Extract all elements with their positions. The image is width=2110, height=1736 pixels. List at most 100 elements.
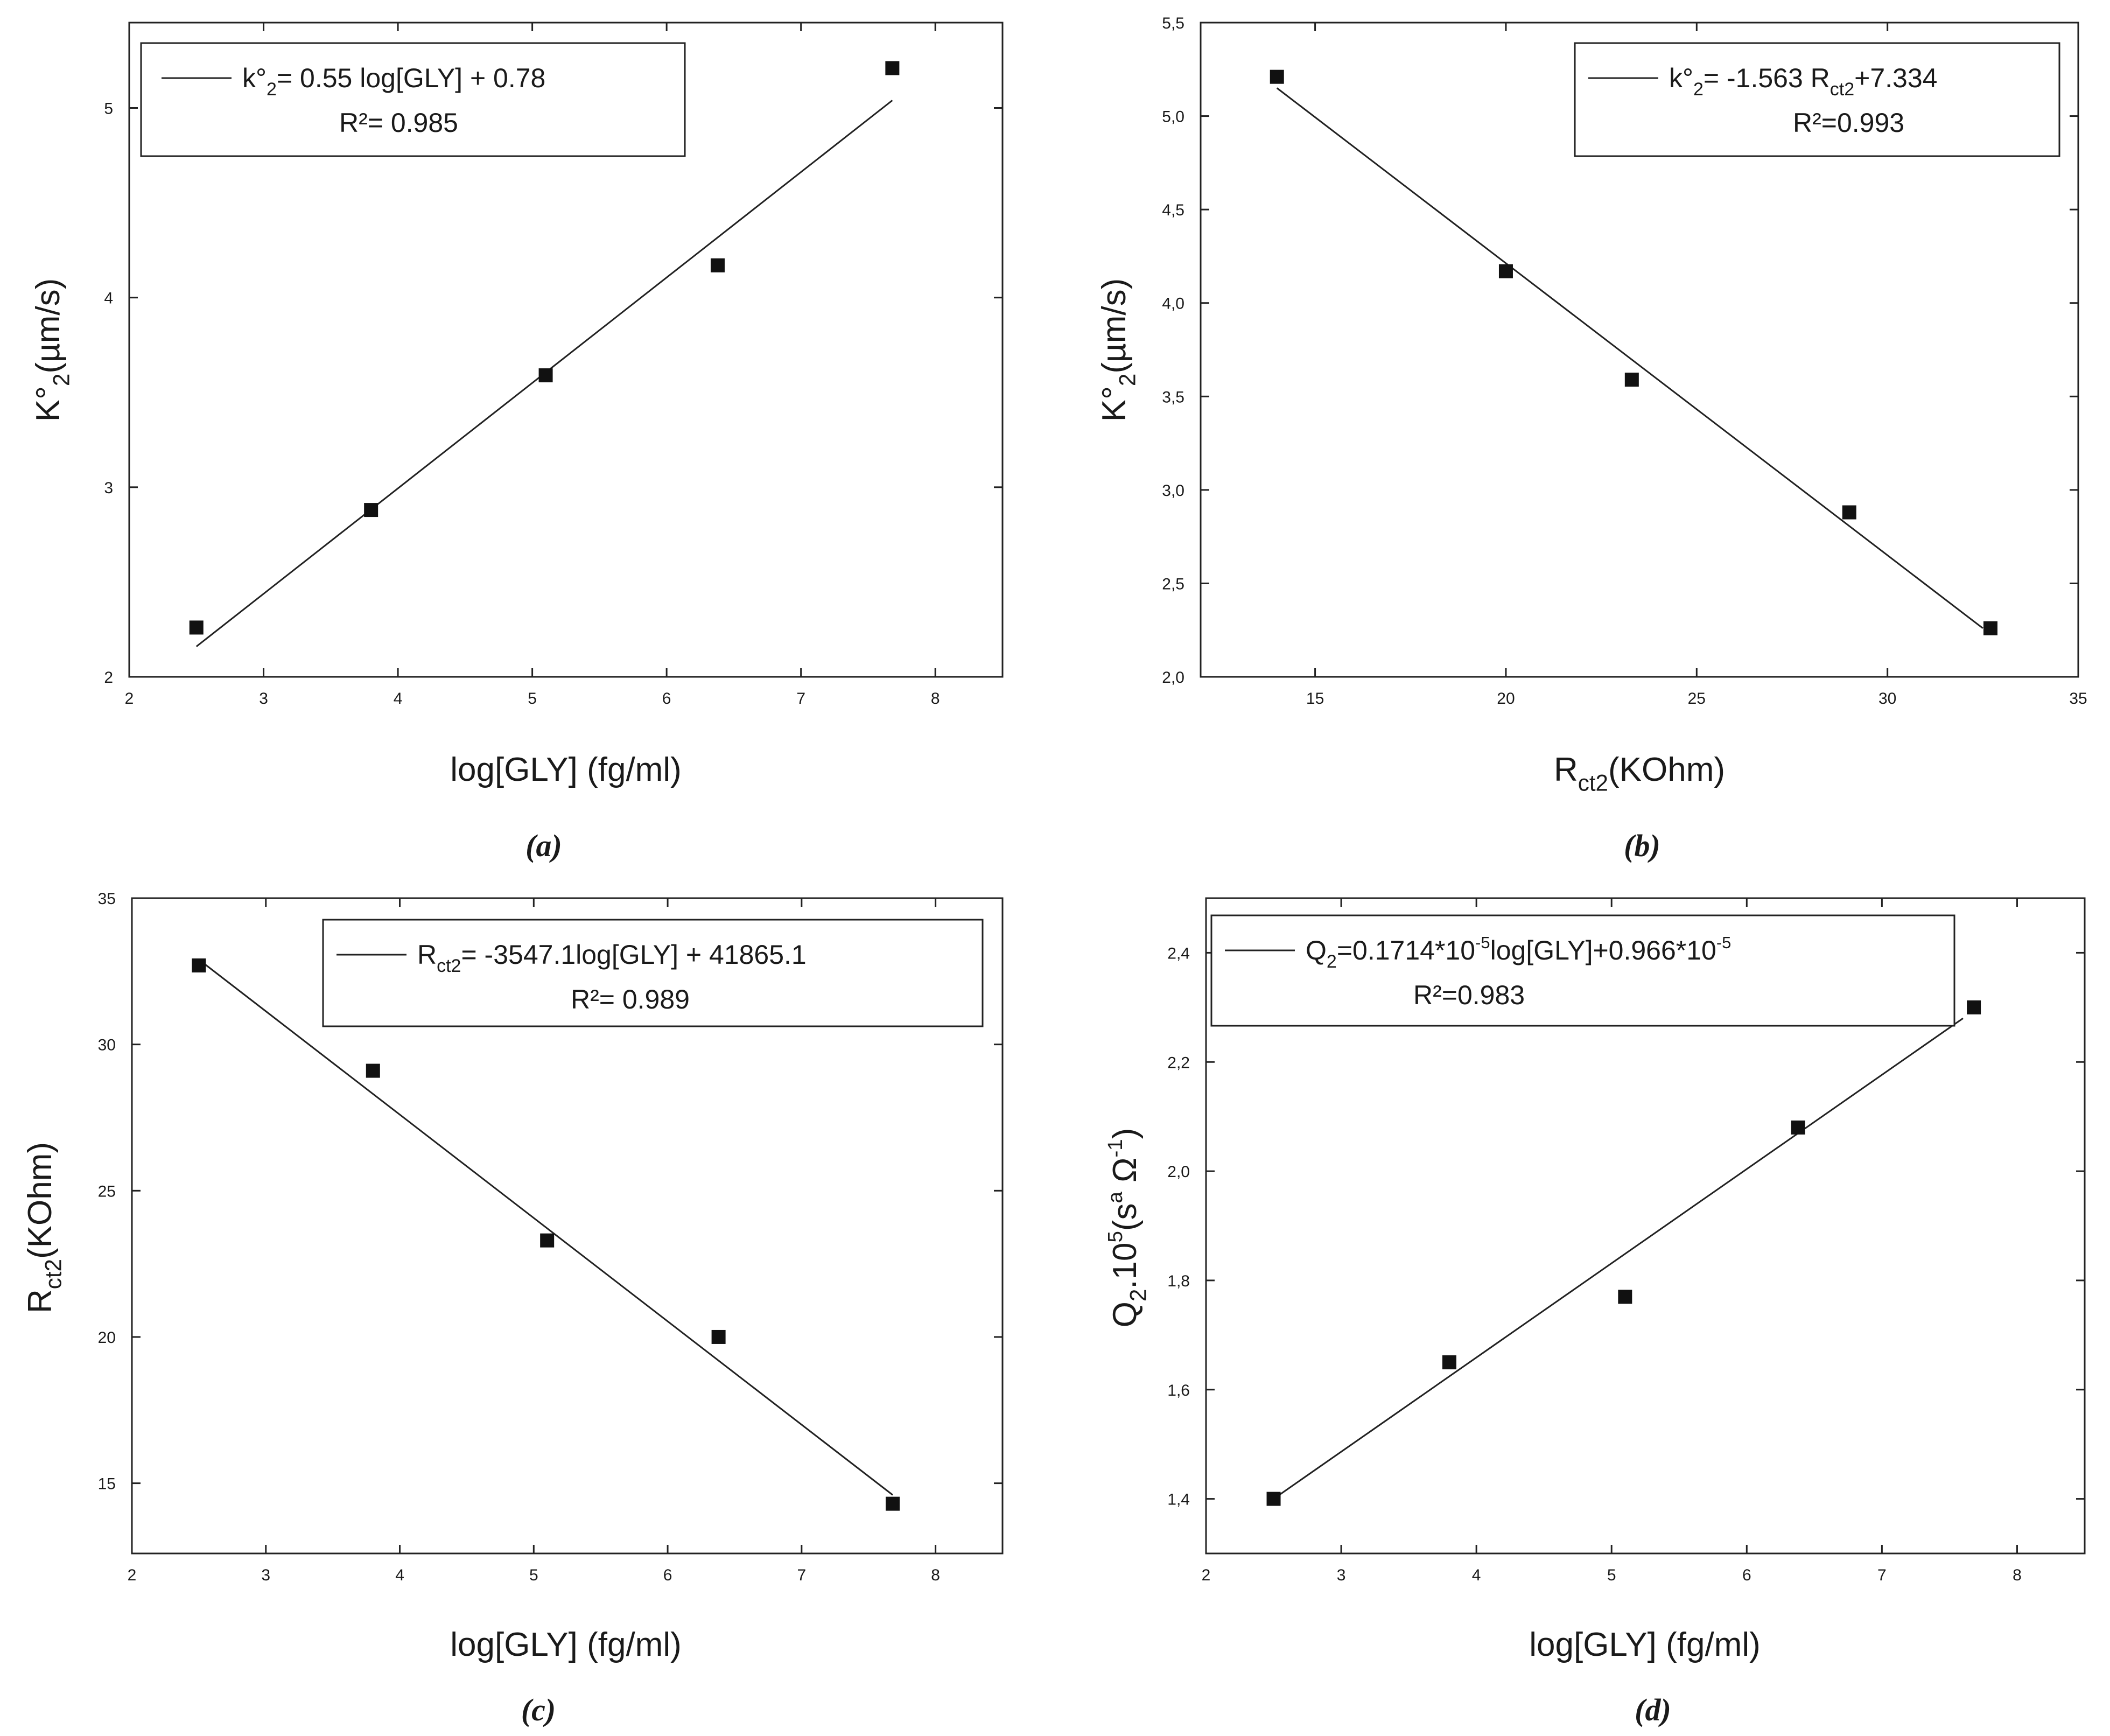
x-tick-label: 6 (662, 690, 671, 708)
y-axis-title-run: ) (1106, 1128, 1144, 1139)
legend-equation: Q2=0.1714*10-5log[GLY]+0.966*10-5 (1306, 933, 1731, 972)
y-axis-title-run: Ω (1106, 1157, 1144, 1192)
plot-frame (131, 897, 1004, 1555)
y-axis-title: Q2.105(sa Ω-1) (1104, 1128, 1151, 1328)
chart-panel-d: 2 3 4 5 6 7 8 1,4 1,6 1,8 2,0 2,2 2,4 R²=0.983 (d) (1167, 897, 2086, 1727)
legend: R²=0.993 (1574, 42, 2060, 157)
x-tick-label: 8 (2013, 1566, 2022, 1584)
legend-r-squared: R²=0.983 (1413, 980, 1525, 1010)
x-tick-label: 35 (2069, 690, 2087, 708)
y-tick-label: 2,0 (1162, 669, 1184, 687)
y-axis-title-run: (s (1106, 1203, 1144, 1231)
y-tick-label: 2,0 (1167, 1163, 1190, 1181)
y-tick-label: 3,5 (1162, 388, 1184, 406)
plot-frame (128, 22, 1004, 678)
data-point (1498, 264, 1513, 278)
plot-frame (1200, 22, 2079, 678)
x-tick-label: 6 (1742, 1566, 1751, 1584)
legend: R²= 0.989 (322, 919, 984, 1027)
x-tick-label: 4 (395, 1566, 404, 1584)
y-axis-title-run: -1 (1104, 1139, 1127, 1157)
legend-equation-run: ct2 (437, 956, 461, 976)
data-point (1967, 1000, 1981, 1014)
x-tick-label: 2 (125, 690, 134, 708)
y-axis-title: K°2(µm/s) (30, 278, 74, 422)
legend-equation-run: = 0.55 log[GLY] + 0.78 (277, 63, 545, 93)
x-axis-title: log[GLY] (fg/ml) (450, 1626, 682, 1663)
y-axis-title-run: K° (30, 386, 67, 422)
y-tick-label: 15 (98, 1475, 116, 1493)
x-tick-label: 2 (128, 1566, 137, 1584)
linear-fit-line (1276, 87, 1983, 629)
legend-equation-run: 2 (267, 79, 277, 100)
legend-equation-run: k° (1669, 63, 1693, 93)
y-tick-label: 30 (98, 1037, 116, 1054)
legend-box (322, 919, 984, 1027)
legend-r-squared: R²=0.993 (1793, 108, 1904, 138)
legend-equation-run: =0.1714*10 (1337, 935, 1475, 965)
y-axis-title: Rct2(KOhm) (22, 1142, 66, 1313)
y-axis-title-run: R (22, 1289, 59, 1313)
panel-caption: (d) (1635, 1692, 1671, 1727)
y-tick-label: 2,5 (1162, 575, 1184, 593)
x-tick-label: 4 (394, 690, 403, 708)
x-tick-label: 8 (931, 1566, 940, 1584)
y-tick-label: 5 (104, 100, 113, 117)
x-tick-label: 7 (1877, 1566, 1887, 1584)
x-axis-title: Rct2(KOhm) (1554, 751, 1725, 796)
data-point (538, 368, 553, 383)
legend-r-squared: R²= 0.985 (339, 108, 458, 138)
y-tick-label: 1,4 (1167, 1491, 1190, 1509)
y-axis-title-run: 2 (49, 374, 74, 386)
legend: R²= 0.985 (140, 42, 686, 157)
x-axis-title-run: (KOhm) (1608, 751, 1725, 788)
x-tick-label: 7 (797, 1566, 807, 1584)
y-axis-title-run: Q (1106, 1301, 1144, 1327)
data-point (1842, 505, 1856, 520)
x-tick-label: 30 (1878, 690, 1896, 708)
y-axis-title-run: (µm/s) (30, 278, 67, 374)
plot-frame (1205, 897, 2086, 1555)
x-tick-label: 3 (261, 1566, 270, 1584)
data-point (1624, 373, 1639, 387)
x-tick-label: 6 (663, 1566, 672, 1584)
chart-panel-c: 2 3 4 5 6 7 8 15 20 25 30 35 R²= 0.989 (c) (98, 890, 1004, 1727)
y-axis-title-run: (KOhm) (22, 1142, 59, 1259)
x-axis-title-run: log[GLY] (fg/ml) (450, 1626, 682, 1663)
y-tick-label: 5,0 (1162, 108, 1184, 126)
legend-box (1210, 914, 1955, 1027)
legend-box (140, 42, 686, 157)
x-tick-label: 20 (1497, 690, 1515, 708)
panel-caption: (c) (521, 1692, 556, 1727)
y-axis-title-run: ct2 (41, 1259, 66, 1289)
y-axis-title-run: .10 (1106, 1242, 1144, 1289)
data-point (885, 61, 900, 75)
y-tick-label: 4,5 (1162, 201, 1184, 219)
x-tick-label: 3 (259, 690, 268, 708)
legend-equation: k°2= -1.563 Rct2+7.334 (1669, 63, 1937, 100)
x-axis-title-run: R (1554, 751, 1578, 788)
y-tick-label: 4,0 (1162, 295, 1184, 313)
linear-fit-line (1273, 1017, 1964, 1500)
panel-caption: (a) (525, 828, 562, 863)
y-axis-title-run: 2 (1126, 1289, 1151, 1301)
legend-equation-run: -5 (1475, 933, 1490, 952)
x-tick-label: 3 (1337, 1566, 1346, 1584)
data-point (710, 258, 725, 272)
legend-equation-run: 2 (1327, 951, 1337, 972)
chart-panel-a: 2 3 4 5 6 7 8 2 3 4 5 R²= 0.985 (a) (104, 22, 1004, 863)
y-tick-label: 2,2 (1167, 1054, 1190, 1072)
y-axis-title-run: a (1104, 1191, 1127, 1203)
data-point (886, 1496, 900, 1511)
data-point (540, 1233, 555, 1248)
legend-equation-run: 2 (1693, 79, 1704, 100)
x-tick-label: 7 (796, 690, 805, 708)
x-axis-title-run: log[GLY] (fg/ml) (1529, 1626, 1761, 1663)
y-axis-title-run: K° (1096, 386, 1133, 422)
data-point (1442, 1355, 1456, 1370)
x-axis-title: log[GLY] (fg/ml) (450, 751, 682, 788)
y-tick-label: 3,0 (1162, 482, 1184, 500)
legend: R²=0.983 (1210, 914, 1955, 1027)
legend-equation-run: ct2 (1830, 79, 1854, 100)
